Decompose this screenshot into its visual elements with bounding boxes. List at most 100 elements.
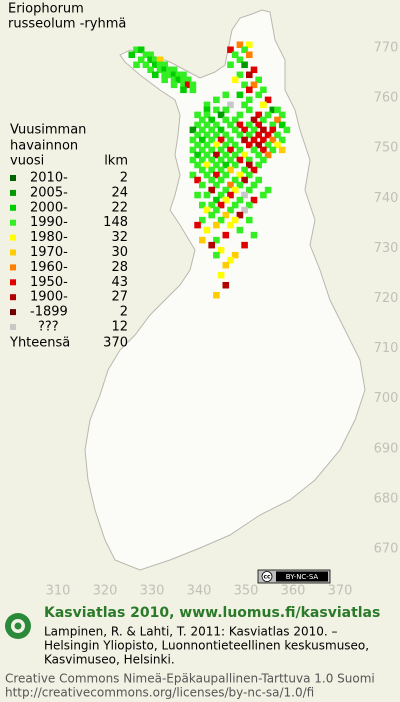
observation-square (278, 136, 286, 144)
observation-square (222, 211, 230, 219)
observation-square (217, 111, 225, 119)
map-title: russeolum -ryhmä (8, 17, 126, 32)
observation-square (236, 156, 244, 164)
total-value: 370 (103, 336, 128, 351)
observation-square (142, 61, 150, 69)
legend-swatch (10, 309, 16, 316)
observation-square (208, 126, 215, 134)
observation-square (147, 51, 154, 59)
observation-square (152, 61, 159, 69)
observation-square (222, 116, 230, 124)
observation-square (199, 236, 206, 244)
legend-count-header: lkm (104, 154, 128, 169)
observation-square (227, 166, 234, 174)
legend-title: havainnon (10, 139, 78, 154)
legend-label: -1899 (30, 305, 68, 320)
observation-square (184, 81, 192, 89)
observation-square (269, 106, 277, 114)
observation-square (274, 141, 281, 149)
observation-square (222, 261, 230, 269)
observation-square (250, 81, 258, 89)
observation-square (246, 41, 253, 48)
observation-square (250, 181, 258, 189)
legend-count: 24 (111, 185, 128, 200)
observation-square (142, 51, 150, 59)
observation-square (231, 161, 239, 169)
legend-count: 2 (120, 305, 128, 320)
logo-dot (14, 622, 22, 630)
observation-square (250, 136, 258, 144)
observation-square (156, 56, 164, 64)
observation-square (217, 166, 225, 174)
observation-square (222, 231, 230, 239)
legend-swatch (10, 189, 16, 196)
observation-square (199, 216, 206, 224)
observation-square (260, 101, 267, 109)
observation-square (264, 151, 272, 159)
x-grid-label: 330 (140, 584, 165, 599)
observation-square (217, 176, 225, 184)
badge-text: BY-NC-SA (286, 573, 319, 581)
observation-square (147, 66, 154, 74)
observation-square (194, 131, 201, 139)
observation-square (203, 121, 211, 129)
observation-square (213, 221, 220, 229)
observation-square (199, 181, 206, 189)
observation-square (227, 221, 234, 229)
legend-count: 2 (120, 171, 128, 186)
observation-square (241, 81, 248, 89)
y-grid-label: 730 (374, 241, 399, 256)
legend-swatch (10, 219, 16, 226)
legend-count: 148 (103, 215, 128, 230)
badge-dark (276, 571, 328, 582)
observation-square (264, 141, 272, 149)
observation-square (213, 151, 220, 159)
observation-square (260, 156, 267, 164)
observation-square (246, 156, 253, 164)
observation-square (213, 181, 220, 189)
observation-square (189, 81, 197, 89)
observation-square (217, 136, 225, 144)
legend-label: 1980- (30, 230, 68, 245)
observation-square (236, 111, 244, 119)
observation-square (222, 131, 230, 139)
observation-square (213, 121, 220, 129)
observation-square (217, 191, 225, 199)
observation-square (217, 201, 225, 209)
observation-square (217, 156, 225, 164)
observation-square (227, 256, 234, 264)
observation-square (203, 101, 211, 109)
observation-square (166, 71, 173, 79)
observation-square (231, 176, 239, 184)
observation-square (241, 176, 248, 184)
legend-label: 1960- (30, 260, 68, 275)
observation-square (208, 211, 215, 219)
observation-square (147, 56, 154, 64)
observation-square (236, 131, 244, 139)
citation: Helsingin Yliopisto, Luonnontieteellinen… (44, 639, 369, 653)
y-grid-label: 750 (374, 141, 399, 156)
observation-square (241, 101, 248, 109)
observation-square (255, 131, 262, 139)
observation-square (213, 206, 220, 214)
observation-square (269, 146, 277, 154)
observation-square (217, 146, 225, 154)
observation-square (189, 136, 197, 144)
observation-square (213, 196, 220, 204)
observation-square (208, 176, 215, 184)
observation-square (269, 136, 277, 144)
observation-square (260, 146, 267, 154)
observation-square (222, 106, 230, 114)
observation-square (246, 86, 253, 94)
x-grid-label: 350 (234, 584, 259, 599)
observation-square (236, 226, 244, 234)
observation-square (269, 121, 277, 129)
observation-square (175, 71, 183, 79)
legend-count: 32 (111, 230, 128, 245)
observation-square (227, 206, 234, 214)
observation-square (156, 61, 164, 69)
observation-square (250, 166, 258, 174)
observation-square (255, 76, 262, 84)
y-grid-label: 680 (374, 491, 399, 506)
observation-square (236, 196, 244, 204)
